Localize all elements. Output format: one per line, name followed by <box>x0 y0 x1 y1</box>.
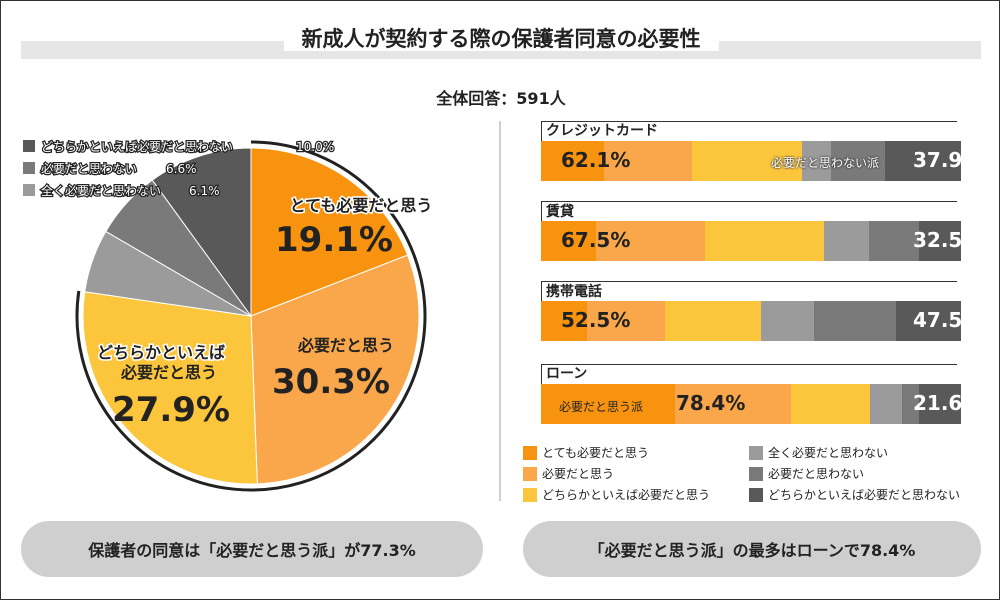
respondent-count: 全体回答：591人 <box>436 89 566 108</box>
pie-gray-value-0: 10.0% <box>296 140 334 154</box>
bar-bracket-2 <box>541 281 957 304</box>
bar-row-0 <box>541 141 961 181</box>
legend-item-4: 必要だと思わない <box>749 465 864 482</box>
bar-segment-1-1 <box>595 221 705 261</box>
bar-category-1: 賃貸 <box>546 204 574 220</box>
bar-agree-total-3: 78.4% <box>676 391 746 415</box>
bar-segment-3-1 <box>675 384 791 424</box>
pie-value-very: 19.1% <box>275 220 393 260</box>
legend-swatch-4 <box>749 466 763 481</box>
pie-gray-label-0: どちらかといえば必要だと思わない <box>41 140 233 154</box>
legend-swatch-1 <box>523 466 537 481</box>
pie-gray-value-2: 6.1% <box>189 184 220 198</box>
bar-segment-0-1 <box>604 141 693 181</box>
bar-segment-3-5 <box>918 384 961 424</box>
legend-item-5: どちらかといえば必要だと思わない <box>749 486 960 503</box>
bar-agree-label: 必要だと思う派 <box>559 400 644 414</box>
pie-gray-swatch-2 <box>23 184 35 196</box>
bar-bracket-1 <box>541 201 957 224</box>
bar-disagree-total-0: 37.9 <box>913 148 963 172</box>
bar-agree-total-0: 62.1% <box>561 148 631 172</box>
pie-gray-value-1: 6.6% <box>166 162 197 176</box>
bar-disagree-label: 必要だと思わない派 <box>771 156 880 170</box>
bar-category-3: ローン <box>546 366 588 382</box>
pie-agree-arc <box>75 140 427 492</box>
pie-label-very: とても必要だと思う <box>290 196 433 215</box>
summary-left: 保護者の同意は「必要だと思う派」が77.3% <box>21 521 483 577</box>
bar-segment-1-2 <box>704 221 825 261</box>
pie-gray-swatch-1 <box>23 162 35 174</box>
bar-disagree-total-3: 21.6 <box>913 391 963 415</box>
bar-segment-0-2 <box>692 141 802 181</box>
pie-chart: とても必要だと思う19.1%必要だと思う30.3%どちらかといえば必要だと思う2… <box>23 139 434 492</box>
legend-label-2: どちらかといえば必要だと思う <box>542 488 711 502</box>
legend-item-3: 全く必要だと思わない <box>749 444 888 461</box>
bar-segment-1-4 <box>868 221 919 261</box>
bar-segment-1-3 <box>824 221 869 261</box>
legend-swatch-2 <box>523 487 537 502</box>
legend-swatch-3 <box>749 445 763 460</box>
legend-swatch-5 <box>749 487 763 502</box>
legend-item-0: とても必要だと思う <box>523 444 649 461</box>
bar-agree-total-2: 52.5% <box>561 308 631 332</box>
pie-slice-5 <box>151 147 252 318</box>
pie-slice-2 <box>82 291 258 485</box>
legend-label-4: 必要だと思わない <box>768 467 865 481</box>
bar-row-1 <box>541 221 961 261</box>
bar-segment-3-0 <box>541 384 676 424</box>
legend-label-5: どちらかといえば必要だと思わない <box>768 488 961 502</box>
bar-segment-2-0 <box>541 301 588 341</box>
pie-value-necessary: 30.3% <box>272 362 390 402</box>
bar-segment-3-2 <box>790 384 871 424</box>
pie-gray-label-1: 必要だと思わない <box>41 162 137 176</box>
pie-slice-1 <box>250 254 420 485</box>
pie-gray-label-2: 全く必要だと思わない <box>41 183 161 198</box>
pie-gray-swatch-0 <box>23 140 35 152</box>
bar-segment-0-3 <box>801 141 832 181</box>
chart-title: 新成人が契約する際の保護者同意の必要性 <box>1 23 999 53</box>
legend-label-3: 全く必要だと思わない <box>768 446 889 460</box>
bar-row-3 <box>541 384 961 424</box>
pie-value-somewhat: 27.9% <box>112 390 230 430</box>
legend-swatch-0 <box>523 445 537 460</box>
bar-segment-3-4 <box>901 384 919 424</box>
bar-segment-1-0 <box>541 221 596 261</box>
bar-segment-3-3 <box>870 384 902 424</box>
legend-item-2: どちらかといえば必要だと思う <box>523 486 710 503</box>
bar-segment-2-2 <box>664 301 762 341</box>
bar-category-2: 携帯電話 <box>546 284 602 300</box>
bar-segment-0-4 <box>831 141 886 181</box>
chart-title-text: 新成人が契約する際の保護者同意の必要性 <box>283 27 719 51</box>
pie-label-necessary: 必要だと思う <box>297 336 394 355</box>
bar-segment-2-3 <box>761 301 814 341</box>
legend-label-1: 必要だと思う <box>542 467 615 481</box>
bar-segment-2-1 <box>587 301 665 341</box>
pie-slice-0 <box>250 147 409 317</box>
bar-bracket-3 <box>541 364 957 387</box>
bar-disagree-total-1: 32.5 <box>913 228 963 252</box>
section-divider <box>499 121 501 501</box>
pie-label-somewhat-2: 必要だと思う <box>120 363 217 382</box>
bar-bracket-0 <box>541 121 957 144</box>
bar-segment-2-5 <box>895 301 961 341</box>
legend-label-0: とても必要だと思う <box>542 446 650 460</box>
bar-segment-2-4 <box>813 301 896 341</box>
bar-agree-total-1: 67.5% <box>561 228 631 252</box>
bar-segment-1-5 <box>918 221 961 261</box>
bar-category-0: クレジットカード <box>546 123 658 139</box>
pie-label-somewhat-1: どちらかといえば <box>97 343 225 362</box>
summary-right: 「必要だと思う派」の最多はローンで78.4% <box>523 521 981 577</box>
legend-item-1: 必要だと思う <box>523 465 614 482</box>
bar-row-2 <box>541 301 961 341</box>
bar-segment-0-0 <box>541 141 604 181</box>
bar-disagree-total-2: 47.5 <box>913 308 963 332</box>
bar-segment-0-5 <box>885 141 961 181</box>
